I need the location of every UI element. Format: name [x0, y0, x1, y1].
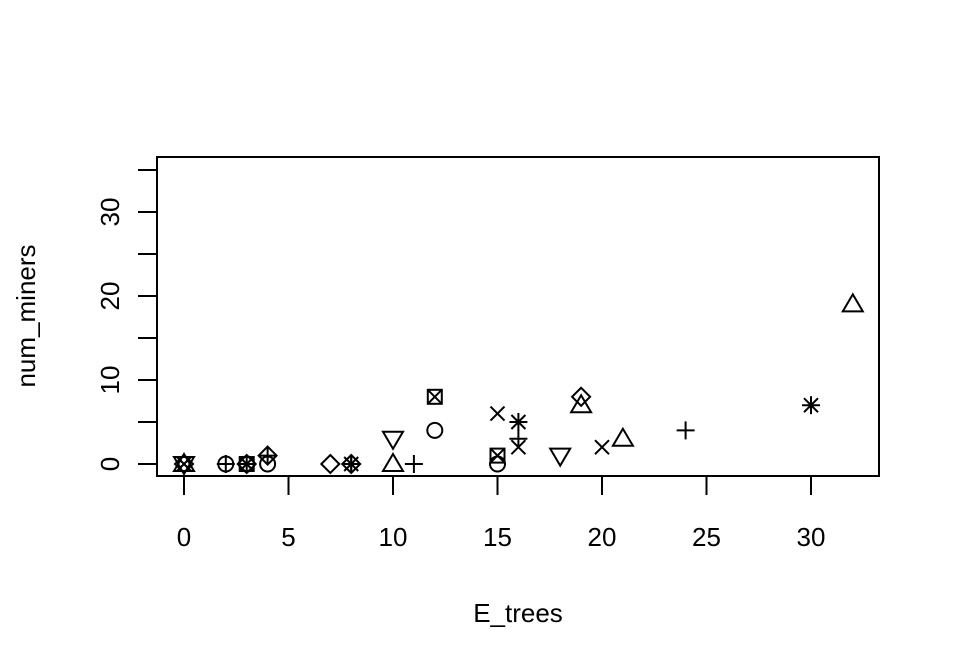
point-plus-marker [404, 455, 423, 473]
point-triangle-down-marker [172, 456, 196, 476]
point-asterisk-marker [237, 455, 256, 473]
point-x-marker [176, 456, 192, 472]
point-plus-marker [509, 429, 528, 448]
x-tick-label: 5 [281, 522, 295, 552]
plot-frame [156, 156, 880, 477]
point-plus-marker [216, 455, 235, 473]
point-x-marker [489, 405, 506, 422]
x-tick-label: 0 [177, 522, 191, 552]
y-tick-label: 0 [95, 457, 125, 471]
point-asterisk-marker [509, 413, 528, 431]
y-axis-label: num_miners [11, 244, 41, 387]
y-tick-label: 30 [95, 198, 125, 227]
point-asterisk-marker [802, 396, 820, 415]
y-tick-label: 20 [95, 282, 125, 311]
point-diamond-marker [319, 453, 341, 475]
x-tick-label: 15 [483, 522, 512, 552]
point-x-marker [510, 439, 527, 455]
x-tick-label: 25 [692, 522, 721, 552]
point-plus-marker [342, 455, 361, 473]
point-triangle-marker [381, 452, 405, 472]
point-triangle-down-marker [381, 430, 405, 451]
y-axis: 0 10 20 30 [95, 169, 157, 471]
point-triangle-marker [172, 452, 196, 472]
x-tick-label: 10 [379, 522, 408, 552]
data-points [172, 292, 865, 476]
point-diamond-marker [570, 386, 592, 408]
x-tick-label: 30 [797, 522, 826, 552]
point-plus-marker [258, 446, 277, 465]
point-x-marker [594, 439, 610, 455]
point-circle-marker [426, 421, 444, 439]
point-triangle-marker [611, 426, 635, 447]
point-plus-marker [676, 421, 695, 440]
point-boxed-x-marker [426, 388, 443, 405]
x-tick-label: 20 [588, 522, 617, 552]
point-triangle-down-marker [548, 447, 572, 468]
x-axis: 0 5 10 15 20 25 30 [177, 476, 826, 552]
x-axis-label: E_trees [473, 598, 563, 628]
point-circle-marker [238, 455, 256, 473]
point-triangle-marker [841, 292, 865, 313]
y-tick-label: 10 [95, 366, 125, 395]
point-triangle-marker [569, 393, 593, 414]
point-circle-marker [489, 455, 506, 473]
